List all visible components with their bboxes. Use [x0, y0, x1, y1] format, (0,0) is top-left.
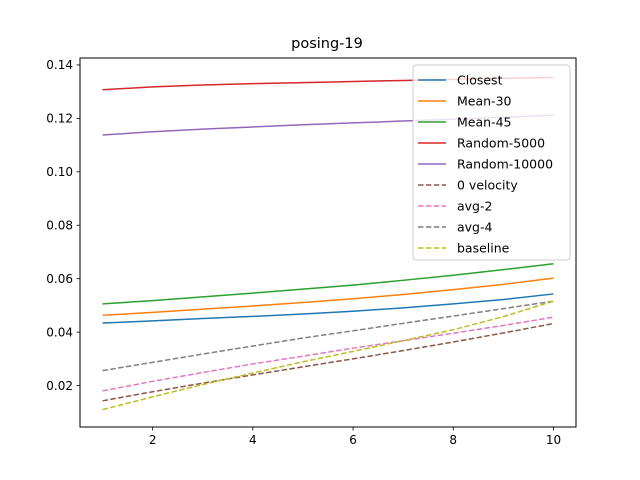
plot-frame — [79, 57, 577, 428]
y-tick-label: 0.08 — [46, 219, 73, 233]
y-axis: 0.02 0.04 0.06 0.08 0.10 0.12 0.14 — [46, 58, 80, 393]
legend-label-random-5000: Random-5000 — [457, 136, 545, 151]
legend-label-random-10000: Random-10000 — [457, 157, 553, 172]
legend-box — [412, 64, 571, 261]
legend-label-closest: Closest — [457, 73, 503, 88]
x-tick-label: 4 — [249, 433, 257, 447]
x-tick-label: 8 — [449, 433, 457, 447]
y-tick-label: 0.02 — [46, 379, 73, 393]
series-line-mean-30 — [102, 277, 554, 317]
plot-lines — [102, 76, 554, 411]
y-tick-label: 0.12 — [46, 112, 73, 126]
x-tick-label: 2 — [149, 433, 157, 447]
legend-label-mean-45: Mean-45 — [457, 115, 511, 130]
y-tick-label: 0.10 — [46, 165, 73, 179]
chart-title: posing-19 — [291, 36, 363, 52]
series-line-0-velocity — [102, 322, 554, 402]
legend-label-baseline: baseline — [457, 241, 510, 256]
y-tick-label: 0.04 — [46, 325, 73, 339]
x-axis: 2 4 6 8 10 — [149, 427, 561, 447]
y-tick-label: 0.14 — [46, 58, 73, 72]
series-line-baseline — [102, 300, 554, 411]
legend: Closest Mean-30 Mean-45 Random-5000 Random-1… — [412, 64, 571, 261]
x-tick-label: 6 — [349, 433, 357, 447]
legend-label-0-velocity: 0 velocity — [457, 178, 518, 193]
series-line-avg-4 — [102, 300, 554, 372]
legend-label-avg-2: avg-2 — [457, 199, 492, 214]
legend-label-avg-4: avg-4 — [457, 220, 493, 235]
x-tick-label: 10 — [546, 433, 561, 447]
series-line-avg-2 — [102, 316, 554, 392]
y-tick-label: 0.06 — [46, 272, 73, 286]
series-line-closest — [102, 293, 554, 324]
series-line-mean-45 — [102, 262, 554, 305]
legend-label-mean-30: Mean-30 — [457, 94, 512, 109]
